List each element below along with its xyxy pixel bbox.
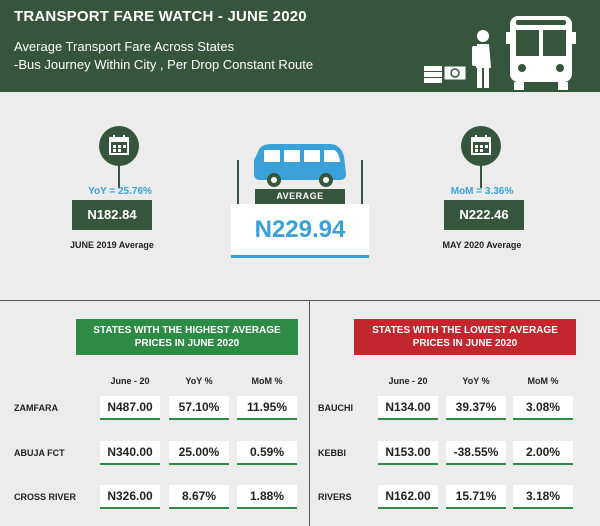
state-name: KEBBI xyxy=(318,448,347,458)
yoy-value: N182.84 xyxy=(72,200,152,230)
state-name: BAUCHI xyxy=(318,403,353,413)
table-cell: N153.00 xyxy=(378,441,438,465)
connector-line xyxy=(480,160,482,188)
section-divider xyxy=(0,300,600,301)
table-cell: N134.00 xyxy=(378,396,438,420)
state-name: RIVERS xyxy=(318,492,352,502)
table-cell: 11.95% xyxy=(237,396,297,420)
table-cell: N162.00 xyxy=(378,485,438,509)
bus-icon xyxy=(506,16,576,90)
minibus-icon xyxy=(254,144,346,187)
connector-line xyxy=(118,160,120,188)
header: TRANSPORT FARE WATCH - JUNE 2020 Average… xyxy=(0,0,600,92)
page-title: TRANSPORT FARE WATCH - JUNE 2020 xyxy=(14,8,307,25)
lowest-panel-title: STATES WITH THE LOWEST AVERAGE PRICES IN… xyxy=(354,319,576,355)
table-cell: 57.10% xyxy=(169,396,229,420)
calendar-icon xyxy=(461,126,501,166)
column-header: YoY % xyxy=(462,376,490,386)
column-header: MoM % xyxy=(527,376,559,386)
header-illustration xyxy=(424,16,576,90)
state-name: CROSS RIVER xyxy=(14,492,77,502)
average-value: N229.94 xyxy=(231,204,369,258)
column-divider xyxy=(309,300,310,526)
table-cell: 3.08% xyxy=(513,396,573,420)
connector-line xyxy=(361,160,363,204)
table-cell: -38.55% xyxy=(446,441,506,465)
page-subtitle: Average Transport Fare Across States -Bu… xyxy=(14,39,314,72)
table-cell: 8.67% xyxy=(169,485,229,509)
column-header: MoM % xyxy=(251,376,283,386)
column-header: June - 20 xyxy=(110,376,150,386)
column-header: YoY % xyxy=(185,376,213,386)
table-cell: 2.00% xyxy=(513,441,573,465)
yoy-label: YoY = 25.76% xyxy=(88,186,152,197)
mom-value: N222.46 xyxy=(444,200,524,230)
calendar-icon xyxy=(99,126,139,166)
state-name: ZAMFARA xyxy=(14,403,58,413)
table-cell: N340.00 xyxy=(100,441,160,465)
mom-label: MoM = 3.36% xyxy=(450,186,514,197)
highest-panel-title: STATES WITH THE HIGHEST AVERAGE PRICES I… xyxy=(76,319,298,355)
table-cell: 1.88% xyxy=(237,485,297,509)
yoy-caption: JUNE 2019 Average xyxy=(70,240,154,250)
mom-caption: MAY 2020 Average xyxy=(442,240,522,250)
average-label: AVERAGE xyxy=(255,189,345,204)
table-cell: N487.00 xyxy=(100,396,160,420)
money-icon xyxy=(424,65,467,83)
table-cell: 15.71% xyxy=(446,485,506,509)
table-cell: N326.00 xyxy=(100,485,160,509)
state-name: ABUJA FCT xyxy=(14,448,65,458)
traveler-icon xyxy=(472,30,491,88)
table-cell: 25.00% xyxy=(169,441,229,465)
table-cell: 39.37% xyxy=(446,396,506,420)
connector-line xyxy=(237,160,239,204)
column-header: June - 20 xyxy=(388,376,428,386)
table-cell: 3.18% xyxy=(513,485,573,509)
table-cell: 0.59% xyxy=(237,441,297,465)
